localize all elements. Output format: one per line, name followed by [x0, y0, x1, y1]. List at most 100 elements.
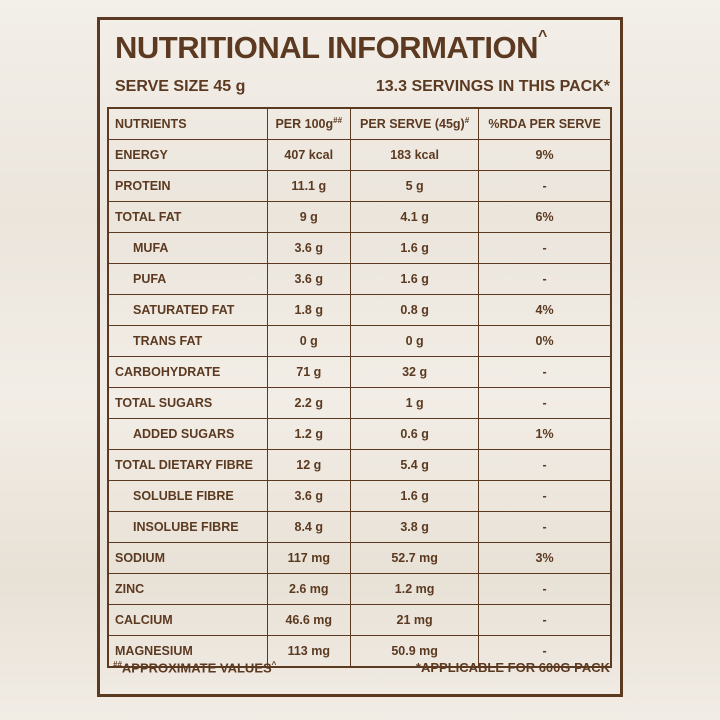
- table-row: ENERGY 407 kcal 183 kcal 9%: [107, 139, 612, 171]
- cell: 117 mg: [266, 542, 352, 574]
- table-row: INSOLUBE FIBRE 8.4 g 3.8 g-: [107, 511, 612, 543]
- column-header: PER SERVE (45g)#: [350, 107, 480, 140]
- table-row: MAGNESIUM 113 mg 50.9 mg -: [107, 635, 612, 668]
- nutrient-name: CARBOHYDRATE: [107, 356, 268, 388]
- cell: -: [478, 449, 612, 481]
- cell: 0.6 g: [350, 418, 480, 450]
- cell: 3.6 g: [266, 480, 352, 512]
- nutrient-name: PROTEIN: [107, 170, 268, 202]
- cell: 11.1 g: [266, 170, 352, 202]
- sup: ##: [113, 660, 122, 669]
- nutrient-name: PUFA: [107, 263, 268, 295]
- cell: 1.6 g: [350, 263, 480, 295]
- nutrient-name: ADDED SUGARS: [107, 418, 268, 450]
- cell: 407 kcal: [266, 139, 352, 171]
- cell: 8.4 g: [266, 511, 352, 543]
- cell: 1.8 g: [266, 294, 352, 326]
- cell: -: [478, 480, 612, 512]
- cell: 52.7 mg: [350, 542, 480, 574]
- cell: 46.6 mg: [266, 604, 352, 636]
- cell: 1.2 g: [266, 418, 352, 450]
- cell: -: [478, 604, 612, 636]
- sup: ^: [271, 660, 277, 669]
- cell: 5 g: [350, 170, 480, 202]
- table-row: SODIUM 117 mg 52.7 mg 3%: [107, 542, 612, 574]
- cell: 12 g: [266, 449, 352, 481]
- cell: 5.4 g: [350, 449, 480, 481]
- nutrient-name: SOLUBLE FIBRE: [107, 480, 268, 512]
- cell: 21 mg: [350, 604, 480, 636]
- column-header: PER 100g##: [266, 107, 352, 140]
- nutrient-name: TRANS FAT: [107, 325, 268, 357]
- cell: 3%: [478, 542, 612, 574]
- cell: -: [478, 635, 612, 668]
- cell: 71 g: [266, 356, 352, 388]
- header-row: NUTRIENTS PER 100g## PER SERVE (45g)# %RDA …: [107, 107, 612, 140]
- cell: -: [478, 356, 612, 388]
- cell: 183 kcal: [350, 139, 480, 171]
- servings: 13.3 SERVINGS IN THIS PACK*: [375, 78, 610, 95]
- cell: 9%: [478, 139, 612, 171]
- cell: 0 g: [266, 325, 352, 357]
- cell: 113 mg: [266, 635, 352, 668]
- footnote-text: APPROXIMATE VALUES: [121, 660, 272, 676]
- cell: 1 g: [350, 387, 480, 419]
- cell: -: [478, 232, 612, 264]
- nutrient-name: TOTAL SUGARS: [107, 387, 268, 419]
- cell: 1.6 g: [350, 232, 480, 264]
- cell: -: [478, 573, 612, 605]
- cell: 3.6 g: [266, 232, 352, 264]
- nutrient-name: CALCIUM: [107, 604, 268, 636]
- cell: 3.6 g: [266, 263, 352, 295]
- cell: 1.6 g: [350, 480, 480, 512]
- table-row: CARBOHYDRATE 71 g 32 g-: [107, 356, 612, 388]
- title-text: NUTRITIONAL INFORMATION: [115, 30, 539, 65]
- nutrient-name: SODIUM: [107, 542, 268, 574]
- header-text: NUTRIENTS: [115, 117, 187, 131]
- cell: 3.8 g: [350, 511, 480, 543]
- cell: 0.8 g: [350, 294, 480, 326]
- cell: -: [478, 511, 612, 543]
- table-row: CALCIUM 46.6 mg 21 mg -: [107, 604, 612, 636]
- footnote-left: ##APPROXIMATE VALUES^: [113, 660, 276, 675]
- nutrient-name: TOTAL DIETARY FIBRE: [107, 449, 268, 481]
- nutrient-name: INSOLUBE FIBRE: [107, 511, 268, 543]
- header-text: PER SERVE (45g): [360, 117, 465, 132]
- footnote-right: *APPLICABLE FOR 600G PACK: [415, 660, 610, 675]
- cell: -: [478, 263, 612, 295]
- table-row: SATURATED FAT 1.8 g 0.8 g 4%: [107, 294, 612, 326]
- nutrient-name: SATURATED FAT: [107, 294, 268, 326]
- cell: 1%: [478, 418, 612, 450]
- serve-size: SERVE SIZE 45 g: [115, 78, 246, 95]
- column-header: NUTRIENTS: [107, 107, 268, 140]
- nutrient-name: MAGNESIUM: [107, 635, 268, 668]
- table-row: TOTAL DIETARY FIBRE 12 g 5.4 g-: [107, 449, 612, 481]
- cell: -: [478, 387, 612, 419]
- table-row: ZINC 2.6 mg 1.2 mg -: [107, 573, 612, 605]
- header-text: %RDA PER SERVE: [488, 117, 601, 131]
- cell: 1.2 mg: [350, 573, 480, 605]
- title: NUTRITIONAL INFORMATION^: [115, 28, 547, 66]
- nutrient-name: ENERGY: [107, 139, 268, 171]
- column-header: %RDA PER SERVE: [478, 107, 612, 140]
- cell: -: [478, 170, 612, 202]
- header-sup: #: [464, 116, 470, 126]
- cell: 4%: [478, 294, 612, 326]
- table-row: PUFA 3.6 g 1.6 g-: [107, 263, 612, 295]
- cell: 4.1 g: [350, 201, 480, 233]
- table-row: TOTAL FAT 9 g 4.1 g 6%: [107, 201, 612, 233]
- cell: 9 g: [266, 201, 352, 233]
- nutrient-name: MUFA: [107, 232, 268, 264]
- cell: 6%: [478, 201, 612, 233]
- cell: 32 g: [350, 356, 480, 388]
- nutrient-name: ZINC: [107, 573, 268, 605]
- nutrient-name: TOTAL FAT: [107, 201, 268, 233]
- cell: 2.6 mg: [266, 573, 352, 605]
- cell: 0%: [478, 325, 612, 357]
- header-sup: ##: [333, 116, 343, 126]
- cell: 0 g: [350, 325, 480, 357]
